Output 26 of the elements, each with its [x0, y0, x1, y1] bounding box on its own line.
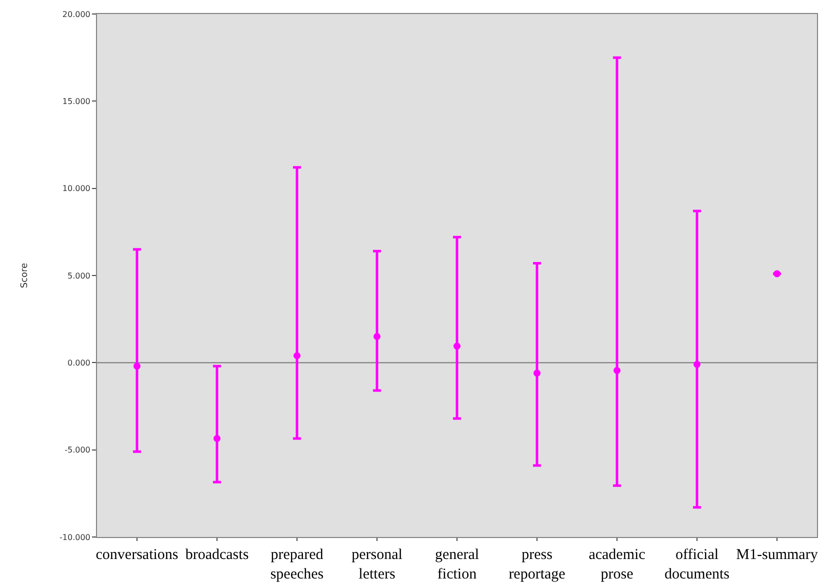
- point: [294, 352, 300, 360]
- x-tick-label: conversations: [96, 547, 178, 563]
- y-tick-label: 5.000: [67, 271, 90, 280]
- point: [454, 342, 460, 350]
- x-tick-label: press reportage: [508, 547, 566, 582]
- y-tick-label: -10.000: [60, 532, 90, 542]
- point: [214, 435, 220, 442]
- y-tick-label: 15.000: [62, 96, 90, 106]
- point: [374, 333, 380, 340]
- point: [134, 362, 140, 370]
- x-tick-label: official documents: [664, 547, 730, 582]
- x-tick-label: M1-summary: [736, 547, 818, 563]
- x-tick-label: prepared speeches: [270, 547, 324, 582]
- y-tick-label: 0.000: [67, 358, 90, 368]
- x-tick-label: academic prose: [588, 547, 646, 582]
- x-tick-label: broadcasts: [185, 547, 249, 563]
- point: [614, 367, 620, 374]
- y-tick-label: 20.000: [62, 10, 90, 19]
- point: [534, 370, 540, 377]
- point: [774, 270, 780, 278]
- point: [694, 360, 700, 368]
- y-axis-title: Score: [20, 262, 30, 288]
- y-tick-label: 10.000: [62, 184, 90, 194]
- x-tick-label: personal letters: [352, 547, 402, 582]
- x-tick-label: general fiction: [434, 547, 480, 582]
- y-tick-label: -5.000: [64, 446, 90, 455]
